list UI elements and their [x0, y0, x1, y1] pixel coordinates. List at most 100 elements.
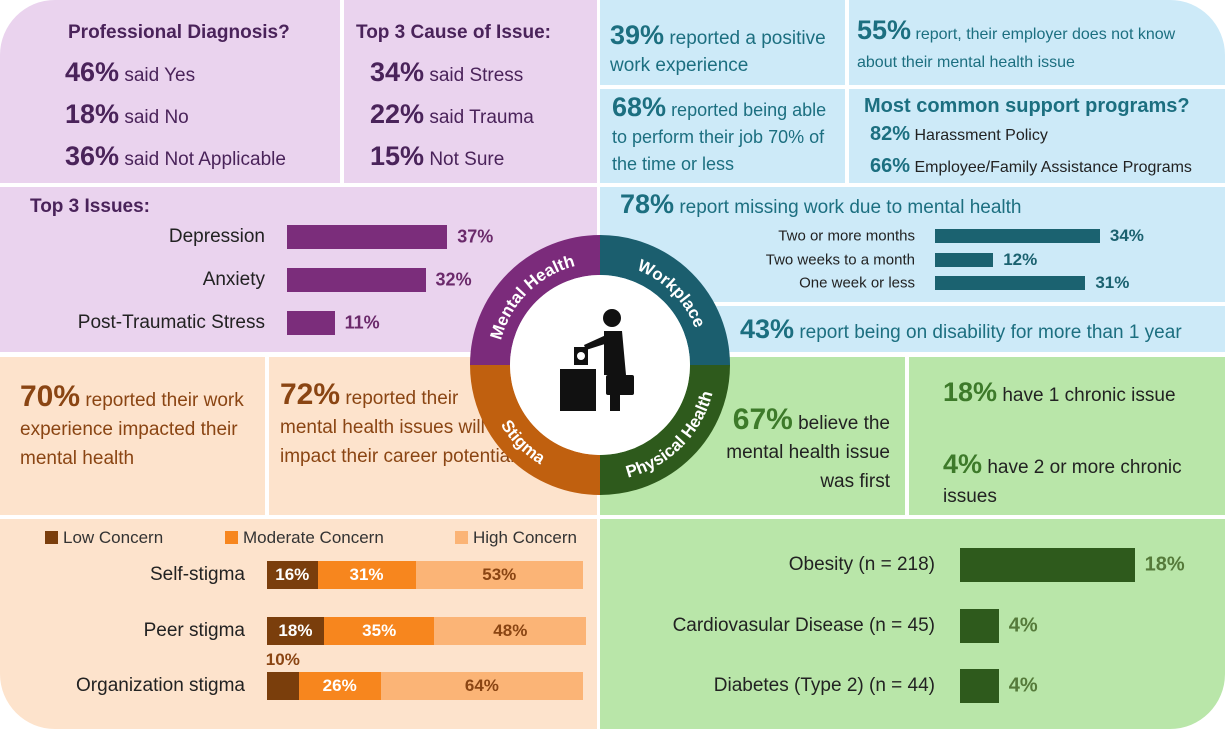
value-label: 34% — [1109, 226, 1144, 245]
panel — [0, 0, 340, 183]
stat: 34% said Stress — [370, 58, 523, 90]
stat-value: 39% — [610, 20, 665, 50]
value-label: 32% — [435, 269, 472, 290]
stat: 43% report being on disability for more … — [740, 315, 1182, 347]
stat-text: report missing work due to mental health — [679, 197, 1022, 218]
stat: 18% said No — [65, 100, 189, 132]
category-label: Diabetes (Type 2) (n = 44) — [713, 675, 935, 696]
category-label: Obesity (n = 218) — [788, 554, 935, 575]
stat-value: 55% — [857, 15, 912, 45]
stat-value: 4% — [943, 449, 983, 479]
stat-text: reported their mental health issues will… — [280, 388, 515, 467]
category-label: Post-Traumatic Stress — [77, 312, 265, 333]
value-label: 31% — [1095, 273, 1130, 292]
value-label: 31% — [349, 565, 384, 584]
bar-segment — [267, 672, 299, 700]
bar-segment — [415, 561, 583, 589]
bar — [960, 548, 1135, 582]
bar-segment — [380, 672, 583, 700]
stat: 68% reported being able to perform their… — [612, 94, 840, 178]
category-label: Peer stigma — [143, 619, 245, 641]
panel — [600, 0, 845, 85]
panel — [600, 187, 1225, 302]
category-label: Cardiovasular Disease (n = 45) — [672, 614, 935, 636]
value-label: 16% — [275, 565, 310, 584]
value-label: 48% — [493, 620, 528, 640]
value-label: 64% — [464, 676, 499, 695]
stat-text: have 2 or more chronic issues — [943, 457, 1182, 507]
bar — [960, 608, 999, 643]
category-label: One week or less — [799, 274, 915, 292]
stat: 70% reported their work experience impac… — [20, 382, 255, 473]
bar — [287, 268, 426, 292]
panel — [0, 357, 265, 515]
stat-value: 66% — [870, 155, 911, 177]
stat-value: 70% — [20, 380, 81, 413]
category-label: Two weeks to a month — [765, 251, 915, 268]
value-label: 4% — [1008, 614, 1038, 636]
stat-text: said No — [124, 107, 189, 128]
stat: 72% reported their mental health issues … — [280, 380, 520, 471]
bar — [935, 229, 1100, 243]
stat-text: believe the mental health issue was firs… — [726, 413, 890, 492]
heading: Top 3 Cause of Issue: — [356, 22, 551, 43]
value-label: 35% — [362, 620, 397, 640]
stat: 4% have 2 or more chronic issues — [943, 450, 1183, 511]
value-label: 11% — [344, 312, 380, 333]
stat-text: said Trauma — [429, 107, 534, 128]
stat-text: have 1 chronic issue — [1002, 385, 1176, 406]
category-label: Depression — [168, 226, 265, 247]
heading: Professional Diagnosis? — [68, 22, 290, 43]
bar-segment — [323, 616, 435, 645]
stat-text: Employee/Family Assistance Programs — [914, 159, 1192, 176]
stat-text: reported a positive work experience — [610, 28, 826, 76]
stat: 55% report, their employer does not know… — [857, 16, 1217, 77]
panel — [909, 357, 1225, 515]
bar — [287, 311, 335, 335]
value-label: 10% — [265, 650, 300, 669]
bar — [935, 276, 1086, 290]
panel — [344, 0, 597, 183]
stat-text: report being on disability for more than… — [799, 322, 1182, 343]
ring-segment — [470, 235, 601, 366]
category-label: Organization stigma — [76, 675, 245, 696]
value-label: 26% — [322, 676, 357, 695]
stat-value: 22% — [370, 99, 425, 129]
stat: 36% said Not Applicable — [65, 142, 286, 174]
stat-value: 46% — [65, 57, 120, 87]
stat-text: reported being able to perform their job… — [612, 100, 827, 174]
stat-text: reported their work experience impacted … — [20, 390, 244, 469]
stat: 18% have 1 chronic issue — [943, 378, 1183, 410]
center-wheel: Mental Health Workplace Stigma Physical … — [470, 235, 730, 495]
ring-segment — [599, 235, 730, 366]
stat-value: 68% — [612, 92, 667, 122]
value-label: 18% — [1144, 553, 1185, 576]
value-label: 12% — [1003, 249, 1038, 269]
legend-label: Low Concern — [63, 528, 164, 547]
stat-text: report, their employer does not know abo… — [857, 26, 1176, 71]
heading: Most common support programs? — [864, 95, 1190, 117]
legend-swatch — [225, 531, 238, 544]
panel — [600, 89, 845, 183]
legend-label: High Concern — [473, 528, 577, 547]
stat-value: 43% — [740, 314, 795, 344]
ring-segment — [599, 364, 730, 495]
stat-text: Not Sure — [429, 149, 505, 170]
value-label: 4% — [1008, 674, 1038, 697]
stat-value: 15% — [370, 141, 425, 171]
stat-value: 82% — [870, 123, 911, 145]
stat-value: 78% — [620, 189, 675, 219]
stat-value: 34% — [370, 57, 425, 87]
panel — [849, 0, 1225, 85]
stat: 82% Harassment Policy — [870, 120, 1048, 150]
stat: 46% said Yes — [65, 58, 195, 90]
stat: 22% said Trauma — [370, 100, 534, 132]
stat: 66% Employee/Family Assistance Programs — [870, 152, 1192, 182]
stat: 15% Not Sure — [370, 142, 504, 174]
worker-icon — [560, 309, 634, 411]
stat-value: 67% — [732, 403, 793, 436]
legend-label: Moderate Concern — [243, 528, 384, 547]
bar-segment — [267, 561, 318, 589]
legend-swatch — [45, 531, 58, 544]
